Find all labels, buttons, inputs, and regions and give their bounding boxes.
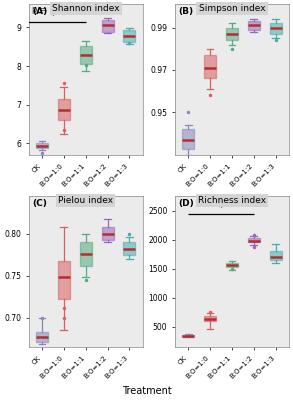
- Text: Pielou index: Pielou index: [58, 196, 113, 205]
- Bar: [58, 99, 70, 120]
- Text: (C): (C): [32, 199, 47, 208]
- Text: *: *: [219, 204, 223, 213]
- Bar: [270, 23, 282, 34]
- Text: Treatment: Treatment: [122, 386, 171, 396]
- Text: Richness index: Richness index: [198, 196, 266, 205]
- Bar: [36, 332, 48, 342]
- Bar: [80, 46, 92, 64]
- Bar: [123, 242, 135, 255]
- Text: Simpson index: Simpson index: [199, 4, 265, 13]
- Bar: [204, 55, 216, 78]
- Bar: [58, 261, 70, 299]
- Bar: [123, 30, 135, 42]
- Bar: [80, 242, 92, 266]
- Bar: [182, 335, 194, 337]
- Text: Shannon index: Shannon index: [52, 4, 120, 13]
- Bar: [182, 130, 194, 148]
- Text: p = 0.022: p = 0.022: [32, 5, 74, 14]
- Text: *: *: [51, 12, 55, 21]
- Bar: [248, 21, 260, 30]
- Bar: [270, 251, 282, 260]
- Text: p = 0.047: p = 0.047: [211, 6, 253, 15]
- Bar: [226, 263, 238, 268]
- Text: (D): (D): [178, 199, 194, 208]
- Bar: [248, 238, 260, 242]
- Bar: [226, 28, 238, 40]
- Bar: [36, 142, 48, 148]
- Bar: [102, 227, 114, 240]
- Text: p = 0.017: p = 0.017: [200, 197, 242, 206]
- Bar: [102, 20, 114, 32]
- Text: (A): (A): [32, 7, 47, 16]
- Text: p = 0.075: p = 0.075: [65, 198, 106, 207]
- Text: (B): (B): [178, 7, 194, 16]
- Bar: [204, 316, 216, 321]
